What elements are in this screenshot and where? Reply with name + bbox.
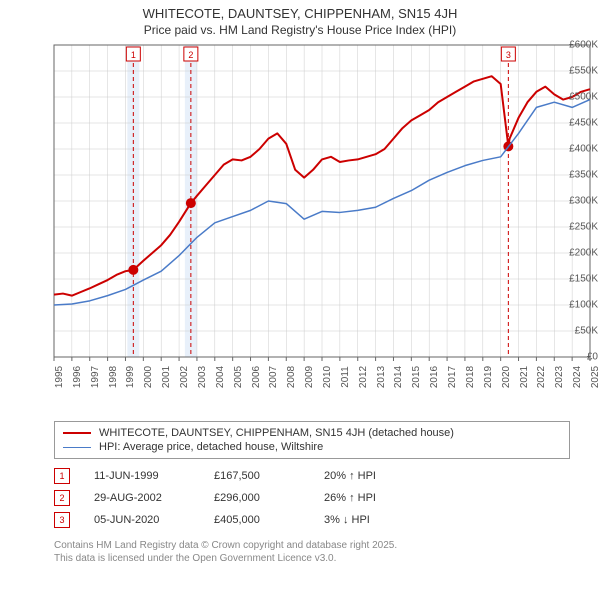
y-tick-label: £50K — [550, 326, 598, 337]
legend-label: HPI: Average price, detached house, Wilt… — [99, 441, 323, 453]
chart-area: 1 2 3 £0 £50K £100K £150K £200K £250K £300K £350K… — [0, 37, 600, 417]
x-tick-label: 2005 — [233, 366, 244, 388]
y-tick-label: £100K — [550, 300, 598, 311]
svg-text:1: 1 — [131, 50, 136, 60]
legend-box: WHITECOTE, DAUNTSEY, CHIPPENHAM, SN15 4J… — [54, 421, 570, 459]
y-tick-label: £200K — [550, 248, 598, 259]
sale-price: £296,000 — [214, 492, 324, 504]
sale-diff: 20% ↑ HPI — [324, 470, 444, 482]
x-tick-label: 2023 — [554, 366, 565, 388]
title-line-2: Price paid vs. HM Land Registry's House … — [0, 23, 600, 37]
x-tick-label: 2000 — [143, 366, 154, 388]
x-tick-label: 2018 — [465, 366, 476, 388]
x-tick-label: 1999 — [125, 366, 136, 388]
sale-marker-icon: 3 — [54, 512, 70, 528]
x-tick-label: 2013 — [376, 366, 387, 388]
x-tick-label: 1996 — [72, 366, 83, 388]
y-tick-label: £300K — [550, 196, 598, 207]
x-tick-label: 2020 — [501, 366, 512, 388]
x-tick-label: 2008 — [286, 366, 297, 388]
x-tick-label: 1998 — [108, 366, 119, 388]
chart-container: WHITECOTE, DAUNTSEY, CHIPPENHAM, SN15 4J… — [0, 0, 600, 571]
sale-marker-icon: 2 — [54, 490, 70, 506]
chart-svg: 1 2 3 — [0, 37, 600, 417]
x-tick-label: 2007 — [268, 366, 279, 388]
x-tick-label: 2015 — [411, 366, 422, 388]
x-tick-label: 2019 — [483, 366, 494, 388]
sales-table: 1 11-JUN-1999£167,50020% ↑ HPI 2 29-AUG-200… — [54, 465, 570, 531]
y-tick-label: £250K — [550, 222, 598, 233]
sale-row: 1 11-JUN-1999£167,50020% ↑ HPI — [54, 465, 570, 487]
title-line-1: WHITECOTE, DAUNTSEY, CHIPPENHAM, SN15 4J… — [0, 6, 600, 21]
sale-diff: 3% ↓ HPI — [324, 514, 444, 526]
x-tick-label: 2004 — [215, 366, 226, 388]
x-tick-label: 2009 — [304, 366, 315, 388]
y-tick-label: £350K — [550, 170, 598, 181]
x-tick-label: 2010 — [322, 366, 333, 388]
sale-price: £405,000 — [214, 514, 324, 526]
sale-row: 2 29-AUG-2002£296,00026% ↑ HPI — [54, 487, 570, 509]
x-tick-label: 2024 — [572, 366, 583, 388]
legend-row: HPI: Average price, detached house, Wilt… — [63, 440, 561, 454]
legend-row: WHITECOTE, DAUNTSEY, CHIPPENHAM, SN15 4J… — [63, 426, 561, 440]
x-tick-label: 2017 — [447, 366, 458, 388]
x-tick-label: 1995 — [54, 366, 65, 388]
x-tick-label: 2014 — [393, 366, 404, 388]
svg-text:2: 2 — [188, 50, 193, 60]
sale-date: 11-JUN-1999 — [94, 470, 214, 482]
x-tick-label: 2016 — [429, 366, 440, 388]
footer-line-2: This data is licensed under the Open Gov… — [54, 552, 570, 565]
sale-diff: 26% ↑ HPI — [324, 492, 444, 504]
y-tick-label: £150K — [550, 274, 598, 285]
legend-swatch — [63, 447, 91, 448]
x-tick-label: 2022 — [536, 366, 547, 388]
x-tick-label: 2001 — [161, 366, 172, 388]
y-tick-label: £400K — [550, 144, 598, 155]
y-tick-label: £500K — [550, 92, 598, 103]
x-tick-label: 2011 — [340, 366, 351, 388]
y-tick-label: £600K — [550, 40, 598, 51]
x-tick-label: 2021 — [519, 366, 530, 388]
footer-attribution: Contains HM Land Registry data © Crown c… — [54, 539, 570, 571]
x-tick-label: 2006 — [251, 366, 262, 388]
x-tick-label: 2025 — [590, 366, 600, 388]
sale-price: £167,500 — [214, 470, 324, 482]
x-tick-label: 2012 — [358, 366, 369, 388]
footer-line-1: Contains HM Land Registry data © Crown c… — [54, 539, 570, 552]
title-block: WHITECOTE, DAUNTSEY, CHIPPENHAM, SN15 4J… — [0, 0, 600, 37]
y-tick-label: £0 — [550, 352, 598, 363]
x-tick-label: 2002 — [179, 366, 190, 388]
sale-marker-icon: 1 — [54, 468, 70, 484]
x-tick-label: 2003 — [197, 366, 208, 388]
sale-row: 3 05-JUN-2020£405,0003% ↓ HPI — [54, 509, 570, 531]
sale-date: 29-AUG-2002 — [94, 492, 214, 504]
legend-label: WHITECOTE, DAUNTSEY, CHIPPENHAM, SN15 4J… — [99, 427, 454, 439]
sale-date: 05-JUN-2020 — [94, 514, 214, 526]
svg-text:3: 3 — [506, 50, 511, 60]
y-tick-label: £450K — [550, 118, 598, 129]
x-tick-label: 1997 — [90, 366, 101, 388]
legend-swatch — [63, 432, 91, 434]
y-tick-label: £550K — [550, 66, 598, 77]
